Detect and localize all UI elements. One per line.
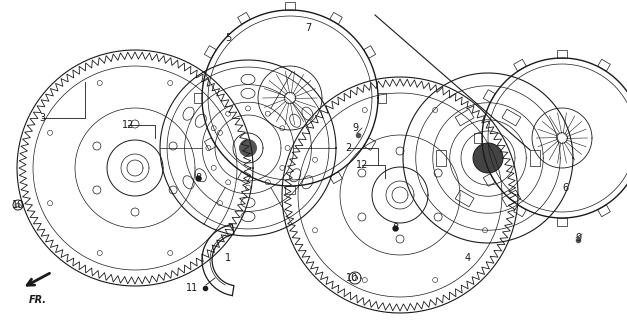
Circle shape [239,139,257,157]
Text: 3: 3 [39,113,45,123]
Text: 12: 12 [356,160,368,170]
Text: 7: 7 [305,23,311,33]
Text: 9: 9 [352,123,358,133]
Bar [502,109,521,126]
Text: 8: 8 [392,223,398,233]
Text: 5: 5 [225,33,231,43]
Bar [455,109,474,126]
Bar [436,150,446,166]
Text: 1: 1 [225,253,231,263]
Bar [455,190,474,207]
Bar [530,150,540,166]
Bar [502,190,521,207]
Text: 11: 11 [186,283,198,293]
Text: 2: 2 [345,143,351,153]
Text: 10: 10 [346,273,358,283]
Text: 12: 12 [122,120,134,130]
Text: 10: 10 [12,200,24,210]
Text: 6: 6 [562,183,568,193]
Text: FR.: FR. [29,295,47,305]
Text: 8: 8 [195,173,201,183]
Text: 4: 4 [465,253,471,263]
Circle shape [473,143,503,173]
Text: 9: 9 [575,233,581,243]
